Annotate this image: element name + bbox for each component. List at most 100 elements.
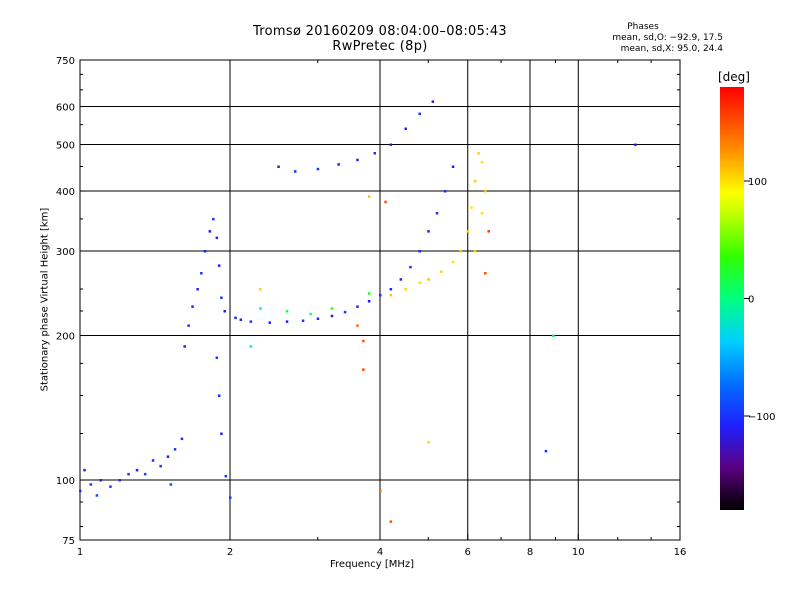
data-point	[293, 170, 297, 173]
data-point	[451, 260, 455, 264]
data-point	[389, 520, 393, 523]
x-tick-label: 4	[377, 547, 383, 558]
data-point	[379, 293, 382, 297]
data-point	[212, 217, 215, 221]
x-tick-label: 1	[77, 547, 83, 558]
data-point	[127, 472, 130, 476]
phase-mean-o: mean, sd,O: −92.9, 17.5	[612, 33, 723, 43]
colorbar-tick-label: −100	[748, 412, 775, 423]
colorbar-ticks: 100 0 −100	[744, 177, 775, 423]
data-point	[220, 432, 223, 435]
data-point	[362, 368, 365, 371]
data-point	[208, 230, 212, 233]
data-point	[200, 272, 203, 275]
data-point	[487, 230, 490, 233]
x-tick-label: 10	[572, 547, 585, 558]
data-point	[143, 472, 147, 476]
data-point	[389, 293, 393, 297]
data-point	[477, 152, 480, 155]
colorbar	[720, 87, 744, 510]
data-point	[367, 195, 371, 198]
data-point	[249, 345, 253, 348]
data-point	[356, 305, 359, 308]
data-point	[309, 312, 312, 316]
data-point	[191, 305, 194, 308]
data-point	[552, 334, 555, 337]
data-point	[180, 437, 184, 441]
data-point	[473, 250, 477, 253]
data-point	[484, 272, 487, 275]
data-point	[187, 324, 190, 327]
data-point	[301, 319, 305, 322]
x-axis-label: Frequency [MHz]	[330, 559, 415, 570]
data-point	[399, 278, 403, 281]
x-tick-label: 6	[465, 547, 471, 558]
data-point	[224, 474, 228, 478]
data-point	[379, 489, 382, 493]
data-point	[466, 230, 470, 233]
data-point	[268, 321, 271, 324]
data-point	[89, 483, 93, 486]
data-point	[367, 300, 371, 303]
data-point	[480, 212, 484, 215]
data-point	[316, 167, 320, 171]
data-point	[109, 485, 112, 488]
data-point	[330, 314, 334, 318]
data-point	[79, 489, 82, 493]
data-point	[259, 307, 262, 310]
data-point	[159, 464, 162, 468]
x-tick-label: 16	[674, 547, 687, 558]
data-point	[439, 270, 443, 273]
data-point	[203, 250, 207, 253]
phase-heading: Phases	[627, 22, 659, 32]
data-point	[229, 496, 232, 499]
data-point	[277, 165, 280, 168]
y-axis-label: Stationary phase Virtual Height [km]	[39, 207, 51, 392]
data-point	[217, 264, 221, 267]
data-point	[330, 307, 334, 310]
data-point	[427, 441, 430, 444]
data-point	[151, 459, 155, 462]
data-point	[173, 448, 177, 451]
data-point	[473, 179, 477, 183]
data-point	[427, 230, 430, 233]
data-point	[337, 163, 340, 166]
y-tick-label: 75	[62, 536, 75, 547]
chart-subtitle: RwPretec (8p)	[332, 39, 428, 54]
data-point	[239, 318, 243, 321]
data-point	[183, 345, 186, 348]
data-point	[196, 288, 199, 291]
data-point	[220, 296, 223, 299]
chart-grid	[80, 60, 680, 540]
data-point	[215, 236, 219, 240]
data-point	[634, 143, 637, 146]
data-point	[484, 190, 487, 193]
y-tick-label: 100	[56, 476, 75, 487]
data-point	[285, 310, 289, 313]
data-point	[480, 160, 484, 164]
y-tick-label: 400	[56, 187, 75, 198]
data-point	[356, 158, 359, 162]
colorbar-tick-label: 0	[748, 295, 754, 306]
data-point	[217, 394, 221, 397]
data-point	[316, 317, 320, 320]
data-points	[79, 100, 637, 523]
data-point	[259, 288, 262, 291]
data-point	[435, 212, 439, 215]
chart-title: Tromsø 20160209 08:04:00–08:05:43	[252, 24, 508, 39]
x-axis-ticks: 1 2 4 6 8 10 16	[77, 60, 687, 558]
data-point	[234, 316, 237, 320]
data-point	[373, 152, 376, 155]
data-point	[544, 449, 548, 453]
data-point	[427, 278, 430, 281]
data-point	[95, 494, 99, 497]
data-point	[343, 310, 347, 314]
data-point	[404, 127, 407, 130]
data-point	[99, 479, 103, 482]
x-tick-label: 8	[527, 547, 533, 558]
data-point	[362, 339, 365, 343]
data-point	[384, 200, 387, 204]
colorbar-label: [deg]	[718, 70, 750, 84]
y-tick-label: 300	[56, 247, 75, 258]
data-point	[215, 356, 219, 359]
